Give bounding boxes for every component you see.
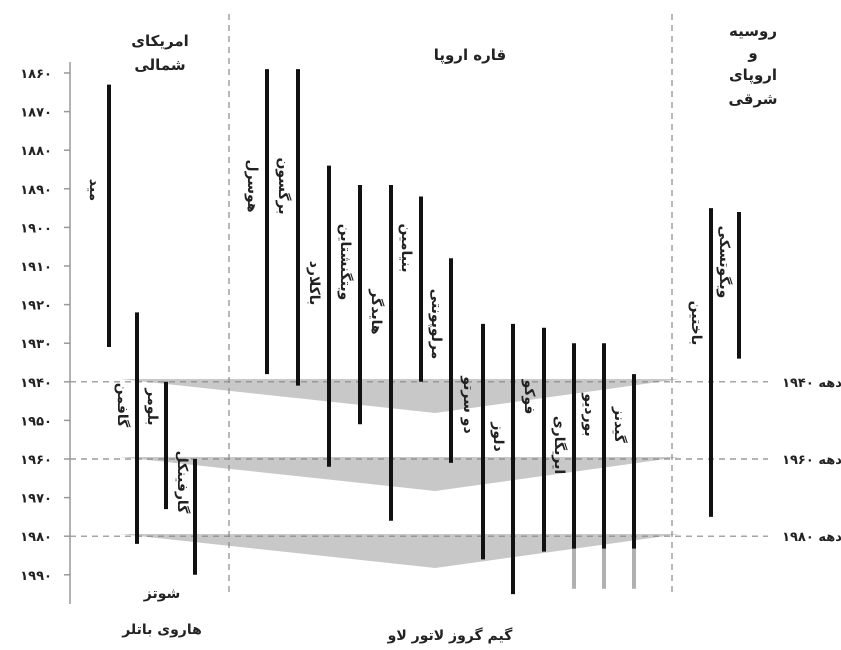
- thinker-name: باکلارد: [306, 261, 322, 306]
- decade-label: دهه ۱۹۸۰: [782, 530, 841, 545]
- header-russia-4: شرقی: [728, 90, 777, 108]
- year-tick-label: ۱۹۶۰: [20, 453, 52, 468]
- band-1940: [120, 379, 680, 413]
- decade-funnel-bands: [120, 379, 680, 568]
- header-north-america-1: امریکای: [131, 32, 189, 50]
- footer-north-america-1: شوتز: [143, 586, 181, 602]
- year-tick-label: ۱۸۸۰: [20, 144, 52, 159]
- header-russia-3: اروپای: [729, 66, 777, 85]
- year-tick-label: ۱۹۹۰: [20, 569, 52, 584]
- year-tick-label: ۱۹۸۰: [20, 530, 52, 545]
- year-tick-label: ۱۹۳۰: [20, 337, 52, 352]
- thinker-name: ایریگاری: [551, 416, 568, 474]
- footer-europe: گیم گروز لاتور لاو: [387, 627, 514, 644]
- thinker-name: ویگوتسکی: [716, 226, 733, 299]
- decade-labels: دهه ۱۹۴۰ دهه ۱۹۶۰ دهه ۱۹۸۰: [782, 376, 841, 545]
- thinker-name: گافمن: [114, 383, 131, 428]
- thinker-name: دو سرتو: [460, 375, 476, 433]
- thinker-name: هایدگر: [368, 288, 385, 334]
- thinker-name: مرلوپونتی: [428, 289, 444, 360]
- thinker-name: دلوز: [490, 421, 506, 451]
- thinker-name: برگسون: [275, 157, 292, 214]
- year-ticks: ۱۸۶۰ ۱۸۷۰ ۱۸۸۰ ۱۸۹۰ ۱۹۰۰ ۱۹۱۰ ۱۹۲۰ ۱۹۳۰ ۱۹۴۰ ۱۹۵۰…: [20, 67, 70, 584]
- header-russia-2: و: [747, 44, 757, 62]
- thinker-name: ویتگنشتاین: [337, 224, 354, 301]
- header-north-america-2: شمالی: [134, 56, 185, 74]
- thinker-name: بنیامین: [398, 224, 414, 273]
- footer-north-america-2: هاروی باتلر: [121, 622, 202, 638]
- year-tick-label: ۱۸۷۰: [20, 106, 52, 121]
- year-tick-label: ۱۹۷۰: [20, 492, 52, 507]
- band-1980: [120, 534, 680, 568]
- year-tick-label: ۱۸۶۰: [20, 67, 52, 82]
- band-1960: [120, 457, 680, 491]
- thinker-lifelines: مید گافمن بلومر گارفینکل هوسرل برگسون باکلارد و…: [86, 69, 741, 595]
- thinker-name: هوسرل: [244, 159, 260, 212]
- thinker-name: گارفینکل: [174, 451, 191, 515]
- year-tick-label: ۱۹۵۰: [20, 414, 52, 429]
- year-tick-label: ۱۹۴۰: [20, 376, 52, 391]
- header-russia-1: روسیه: [729, 22, 777, 40]
- header-europe: قاره اروپا: [434, 46, 507, 65]
- decade-label: دهه ۱۹۴۰: [782, 376, 841, 391]
- thinker-name: بلومر: [144, 387, 160, 425]
- decade-label: دهه ۱۹۶۰: [782, 453, 841, 468]
- thinker-name: گیدنز: [611, 406, 628, 444]
- year-tick-label: ۱۹۰۰: [20, 221, 52, 236]
- thinker-name: فوکو: [521, 379, 537, 415]
- thinker-name: بوردیو: [581, 392, 597, 436]
- thinker-name: مید: [86, 179, 102, 201]
- year-tick-label: ۱۹۲۰: [20, 299, 52, 314]
- thinker-name: باختین: [688, 301, 704, 346]
- year-tick-label: ۱۹۱۰: [20, 260, 52, 275]
- year-tick-label: ۱۸۹۰: [20, 183, 52, 198]
